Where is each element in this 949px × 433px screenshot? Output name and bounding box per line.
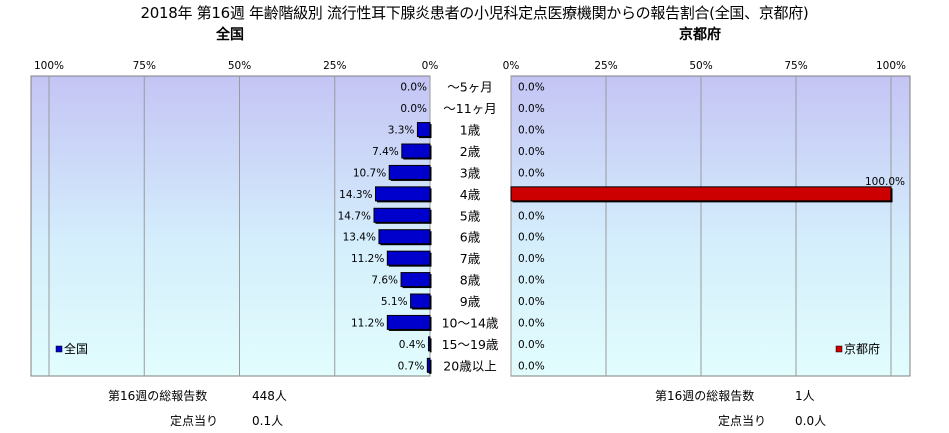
panel-2-data-label: 0.0% <box>518 82 545 94</box>
category-label: ～11ヶ月 <box>443 101 496 116</box>
panel-2-data-label: 0.0% <box>518 253 545 265</box>
panel-1-data-label: 0.0% <box>400 82 427 94</box>
category-label: 4歳 <box>460 187 481 202</box>
panel-2-plot-area <box>510 75 911 377</box>
panel-2-tick-label: 100% <box>876 60 906 72</box>
category-label: 15～19歳 <box>442 337 499 352</box>
category-label: 9歳 <box>460 294 481 309</box>
category-label: 5歳 <box>460 208 481 223</box>
panel-1-data-label: 0.0% <box>400 103 427 115</box>
left-per-site-label: 定点当り <box>170 414 219 428</box>
panel-2-tick-label: 50% <box>689 60 712 72</box>
panel-1-bar <box>401 143 431 159</box>
category-label: 6歳 <box>460 230 481 245</box>
panel-1-tick-label: 50% <box>228 60 251 72</box>
panel-2-data-label: 0.0% <box>518 339 545 351</box>
chart-title: 2018年 第16週 年齢階級別 流行性耳下腺炎患者の小児科定点医療機関からの報… <box>140 4 809 22</box>
panel-2-data-label: 0.0% <box>518 103 545 115</box>
panel-2-data-label: 100.0% <box>865 176 905 188</box>
panel-1-tick-label: 100% <box>34 60 64 72</box>
right-per-site-label: 定点当り <box>718 414 767 428</box>
category-label: 3歳 <box>460 165 481 180</box>
panel-2-bar <box>510 186 892 202</box>
panel-1-data-label: 7.6% <box>371 275 398 287</box>
panel-1-data-label: 7.4% <box>372 146 399 158</box>
left-panel-title: 全国 <box>216 27 244 43</box>
panel-1-bar <box>400 272 431 288</box>
panel-1-data-label: 13.4% <box>343 232 376 244</box>
panel-1-bar <box>378 229 431 245</box>
panel-1-bar <box>416 122 431 138</box>
panel-1-bar <box>386 250 431 266</box>
left-per-site-value: 0.1人 <box>252 414 284 428</box>
category-label: 1歳 <box>460 123 481 138</box>
category-label: 2歳 <box>460 144 481 159</box>
panel-1-data-label: 14.7% <box>338 210 371 222</box>
panel-1-tick-label: 25% <box>323 60 346 72</box>
left-total-value: 448人 <box>252 389 287 403</box>
panel-1-bar <box>386 314 431 330</box>
panel-1-legend-swatch <box>55 345 63 353</box>
panel-1-bar <box>375 186 431 202</box>
panel-1-bar <box>388 164 431 180</box>
panel-2-data-label: 0.0% <box>518 210 545 222</box>
panel-1-data-label: 14.3% <box>339 189 372 201</box>
panel-2-data-label: 0.0% <box>518 360 545 372</box>
panel-1-data-label: 5.1% <box>381 296 408 308</box>
panel-1-plot-area <box>30 75 431 377</box>
right-total-value: 1人 <box>795 389 815 403</box>
panel-2-data-label: 0.0% <box>518 232 545 244</box>
panel-2-legend-label: 京都府 <box>844 341 880 356</box>
panel-1-bar <box>426 357 431 373</box>
panel-2-data-label: 0.0% <box>518 146 545 158</box>
panel-2-data-label: 0.0% <box>518 275 545 287</box>
category-label: ～5ヶ月 <box>447 80 492 95</box>
panel-2-tick-label: 25% <box>594 60 617 72</box>
panel-1-bar <box>410 293 431 309</box>
panel-1-data-label: 0.4% <box>399 339 426 351</box>
panel-1-tick-label: 0% <box>422 60 439 72</box>
panel-2-legend-swatch <box>835 345 843 353</box>
panel-2-data-label: 0.0% <box>518 125 545 137</box>
category-label: 8歳 <box>460 273 481 288</box>
category-label: 10～14歳 <box>442 315 499 330</box>
panel-2-tick-label: 75% <box>784 60 807 72</box>
panel-1-data-label: 3.3% <box>388 125 415 137</box>
panel-2-data-label: 0.0% <box>518 296 545 308</box>
category-label: 20歳以上 <box>443 358 496 373</box>
left-total-label: 第16週の総報告数 <box>108 389 208 403</box>
right-total-label: 第16週の総報告数 <box>655 389 755 403</box>
panel-2-data-label: 0.0% <box>518 317 545 329</box>
panel-1-data-label: 11.2% <box>351 317 384 329</box>
panel-2-data-label: 0.0% <box>518 167 545 179</box>
panel-1-data-label: 11.2% <box>351 253 384 265</box>
panel-1-bar-shadow <box>429 338 432 353</box>
panel-1-tick-label: 75% <box>133 60 156 72</box>
panel-1-data-label: 0.7% <box>398 360 425 372</box>
panel-2-tick-label: 0% <box>503 60 520 72</box>
panel-1-legend-label: 全国 <box>64 341 88 356</box>
right-per-site-value: 0.0人 <box>795 414 827 428</box>
panel-1-bar <box>427 336 431 352</box>
right-panel-title: 京都府 <box>679 27 721 43</box>
category-label: 7歳 <box>460 251 481 266</box>
panel-1-data-label: 10.7% <box>353 167 386 179</box>
panel-1-bar <box>373 207 431 223</box>
